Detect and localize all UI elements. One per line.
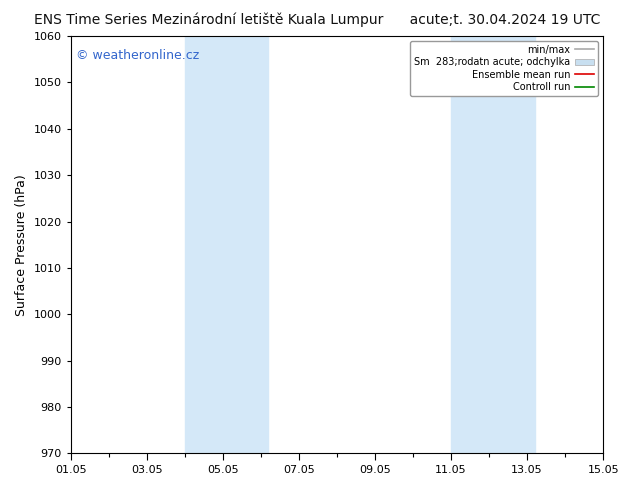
Bar bbox=[451, 36, 534, 453]
Text: © weatheronline.cz: © weatheronline.cz bbox=[76, 49, 199, 62]
Y-axis label: Surface Pressure (hPa): Surface Pressure (hPa) bbox=[15, 174, 28, 316]
Bar bbox=[185, 36, 268, 453]
Legend: min/max, Sm  283;rodatn acute; odchylka, Ensemble mean run, Controll run: min/max, Sm 283;rodatn acute; odchylka, … bbox=[410, 41, 598, 96]
Text: ENS Time Series Mezinárodní letiště Kuala Lumpur      acute;t. 30.04.2024 19 UTC: ENS Time Series Mezinárodní letiště Kual… bbox=[34, 12, 600, 27]
